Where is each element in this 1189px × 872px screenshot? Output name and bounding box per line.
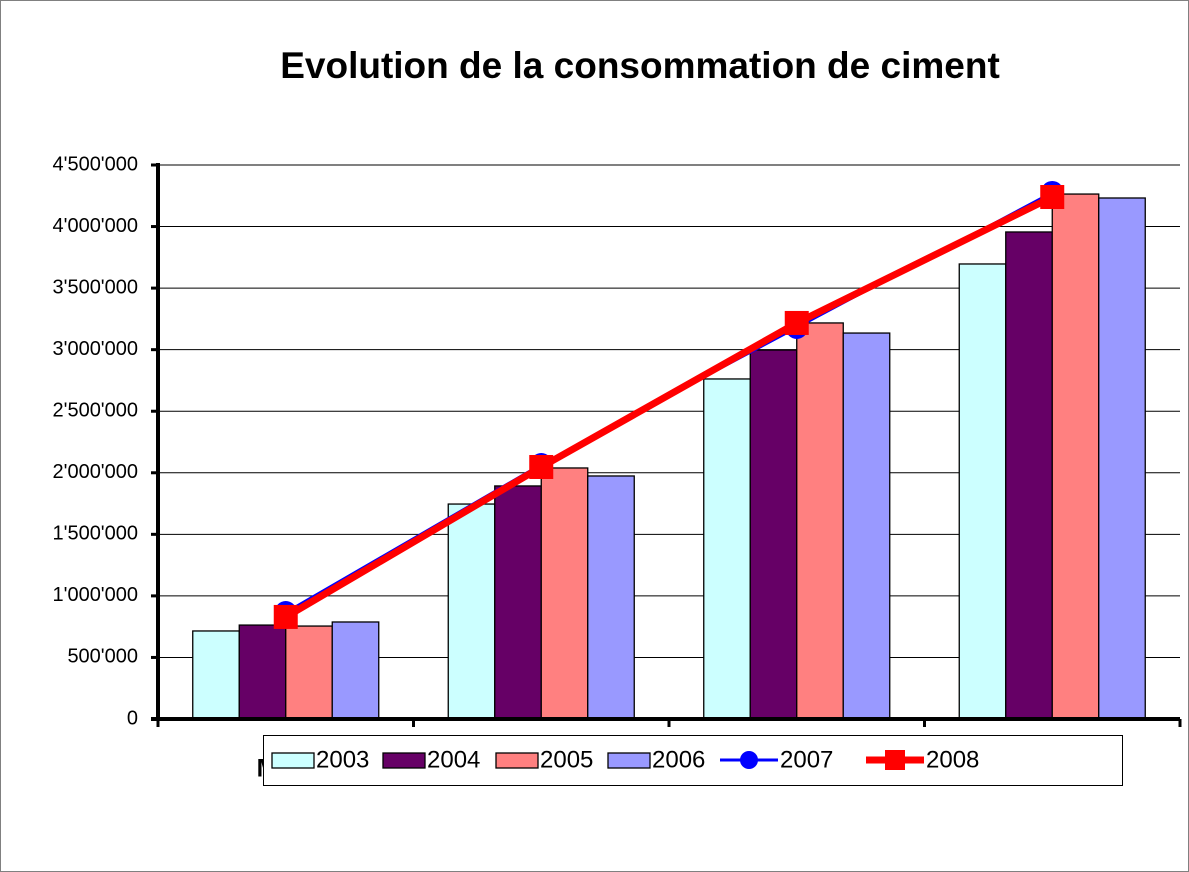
legend-label: 2005: [540, 746, 593, 773]
bar: [703, 378, 751, 720]
line-series: [283, 193, 1054, 620]
bar: [796, 322, 844, 720]
bar: [192, 630, 240, 720]
y-tick-label: 2'500'000: [53, 400, 139, 422]
y-tick-label: 0: [127, 707, 138, 729]
legend-swatch: [382, 752, 426, 769]
y-tick-label: 3'500'000: [53, 276, 139, 298]
y-tick-label: 4'500'000: [53, 153, 139, 175]
bar: [749, 349, 798, 720]
legend-marker: [740, 751, 758, 769]
bar: [587, 475, 635, 720]
chart-title: Evolution de la consommation de ciment: [280, 45, 1000, 86]
bar: [540, 467, 589, 720]
legend-swatch: [495, 752, 539, 769]
y-tick-label: 1'500'000: [53, 523, 139, 545]
bar: [1005, 231, 1053, 720]
legend-marker: [885, 750, 905, 770]
bar: [1098, 197, 1146, 720]
legend-swatch: [271, 752, 315, 769]
bar: [842, 332, 891, 720]
y-tick-label: 4'000'000: [53, 215, 139, 237]
y-tick-label: 2'000'000: [53, 461, 139, 483]
legend-swatch: [607, 752, 651, 769]
legend-label: 2006: [652, 746, 705, 773]
legend-label: 2003: [316, 746, 369, 773]
bar: [238, 624, 287, 720]
legend-label: 2004: [427, 746, 480, 773]
y-tick-label: 1'000'000: [53, 584, 139, 606]
y-tick-label: 3'000'000: [53, 338, 139, 360]
y-tick-label: 500'000: [67, 646, 138, 668]
marker: [273, 604, 298, 629]
bar: [958, 263, 1007, 720]
marker: [529, 454, 554, 479]
bar: [285, 625, 333, 720]
bar: [331, 621, 380, 720]
bar: [1051, 193, 1100, 720]
marker: [784, 310, 809, 335]
bar: [494, 485, 542, 720]
marker: [1040, 185, 1065, 210]
bar: [447, 503, 496, 720]
legend-label: 2007: [780, 746, 833, 773]
legend-label: 2008: [926, 746, 979, 773]
